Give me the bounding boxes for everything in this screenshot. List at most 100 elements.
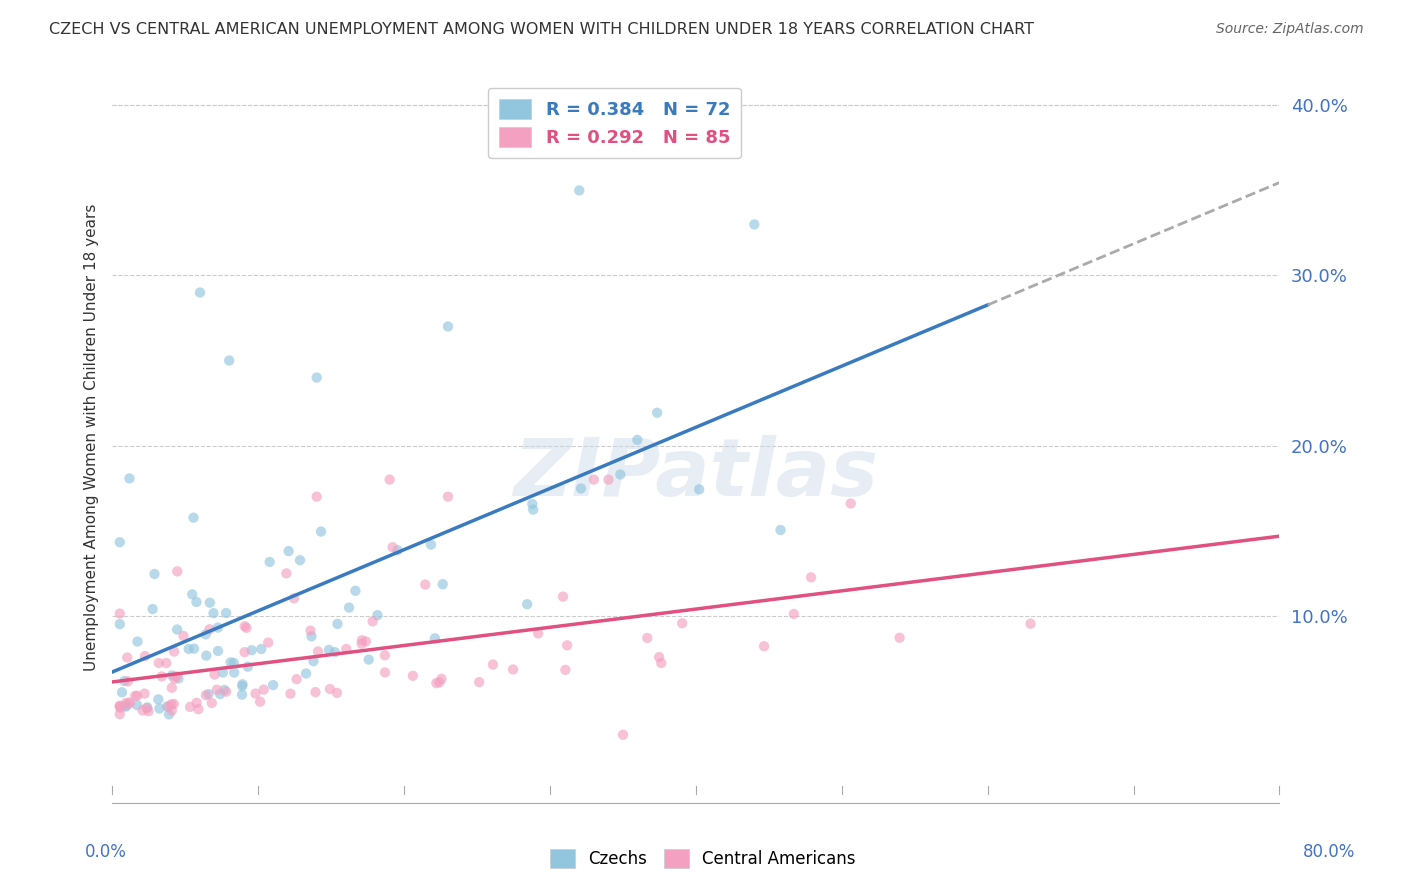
Point — [671, 616, 693, 631]
Point — [250, 642, 273, 657]
Point — [156, 699, 179, 714]
Point — [889, 631, 911, 645]
Point — [742, 218, 765, 232]
Point — [305, 490, 328, 504]
Point — [688, 483, 710, 497]
Point — [337, 600, 360, 615]
Point — [127, 634, 149, 648]
Point — [218, 353, 240, 368]
Point — [299, 624, 322, 638]
Point — [423, 632, 446, 646]
Point — [224, 665, 246, 680]
Point — [378, 473, 401, 487]
Point — [183, 510, 205, 524]
Point — [257, 635, 280, 649]
Point — [648, 650, 671, 665]
Y-axis label: Unemployment Among Women with Children Under 18 years: Unemployment Among Women with Children U… — [83, 203, 98, 671]
Point — [350, 633, 373, 648]
Point — [245, 686, 267, 700]
Point — [288, 553, 311, 567]
Point — [233, 619, 256, 633]
Point — [319, 681, 342, 696]
Point — [598, 473, 620, 487]
Point — [502, 663, 524, 677]
Text: CZECH VS CENTRAL AMERICAN UNEMPLOYMENT AMONG WOMEN WITH CHILDREN UNDER 18 YEARS : CZECH VS CENTRAL AMERICAN UNEMPLOYMENT A… — [49, 22, 1035, 37]
Point — [609, 467, 631, 482]
Point — [163, 644, 186, 658]
Point — [136, 700, 159, 714]
Point — [276, 566, 298, 581]
Point — [166, 565, 188, 579]
Point — [134, 649, 156, 664]
Point — [157, 707, 180, 722]
Point — [783, 607, 806, 621]
Point — [374, 648, 396, 663]
Point — [124, 689, 146, 703]
Point — [432, 577, 454, 591]
Point — [309, 524, 332, 539]
Point — [283, 591, 305, 606]
Point — [155, 656, 177, 670]
Point — [195, 648, 218, 663]
Text: Source: ZipAtlas.com: Source: ZipAtlas.com — [1216, 22, 1364, 37]
Point — [304, 685, 326, 699]
Point — [326, 616, 349, 631]
Point — [108, 698, 131, 713]
Point — [163, 697, 186, 711]
Point — [177, 641, 200, 656]
Point — [115, 650, 138, 665]
Point — [110, 701, 132, 715]
Point — [148, 701, 170, 715]
Point — [209, 687, 232, 701]
Point — [769, 523, 792, 537]
Point — [194, 627, 217, 641]
Point — [194, 688, 217, 702]
Point — [582, 473, 605, 487]
Point — [437, 490, 460, 504]
Point — [172, 629, 194, 643]
Point — [612, 728, 634, 742]
Point — [108, 707, 131, 722]
Point — [344, 583, 367, 598]
Point — [305, 370, 328, 384]
Point — [429, 675, 451, 690]
Point — [186, 595, 208, 609]
Point — [160, 703, 183, 717]
Point — [357, 652, 380, 666]
Point — [157, 699, 180, 714]
Point — [198, 622, 221, 636]
Point — [134, 687, 156, 701]
Point — [219, 656, 242, 670]
Point — [127, 689, 149, 703]
Point — [117, 674, 139, 689]
Point — [183, 641, 205, 656]
Point — [555, 638, 578, 652]
Point — [569, 482, 592, 496]
Point — [752, 639, 775, 653]
Point — [318, 643, 340, 657]
Point — [138, 704, 160, 718]
Point — [335, 642, 357, 657]
Point — [1019, 616, 1042, 631]
Point — [366, 608, 388, 623]
Point — [118, 471, 141, 485]
Point — [160, 698, 183, 712]
Point — [800, 570, 823, 584]
Point — [231, 679, 253, 693]
Point — [387, 543, 409, 558]
Point — [240, 643, 263, 657]
Point — [142, 602, 165, 616]
Point — [118, 696, 141, 710]
Point — [650, 656, 672, 670]
Text: ZIPatlas: ZIPatlas — [513, 434, 879, 513]
Point — [302, 654, 325, 668]
Point — [232, 677, 254, 691]
Legend: R = 0.384   N = 72, R = 0.292   N = 85: R = 0.384 N = 72, R = 0.292 N = 85 — [488, 87, 741, 158]
Point — [645, 406, 668, 420]
Point — [131, 704, 153, 718]
Point — [205, 682, 228, 697]
Point — [236, 659, 259, 673]
Text: 80.0%: 80.0% — [1302, 843, 1355, 861]
Point — [839, 496, 862, 510]
Point — [437, 319, 460, 334]
